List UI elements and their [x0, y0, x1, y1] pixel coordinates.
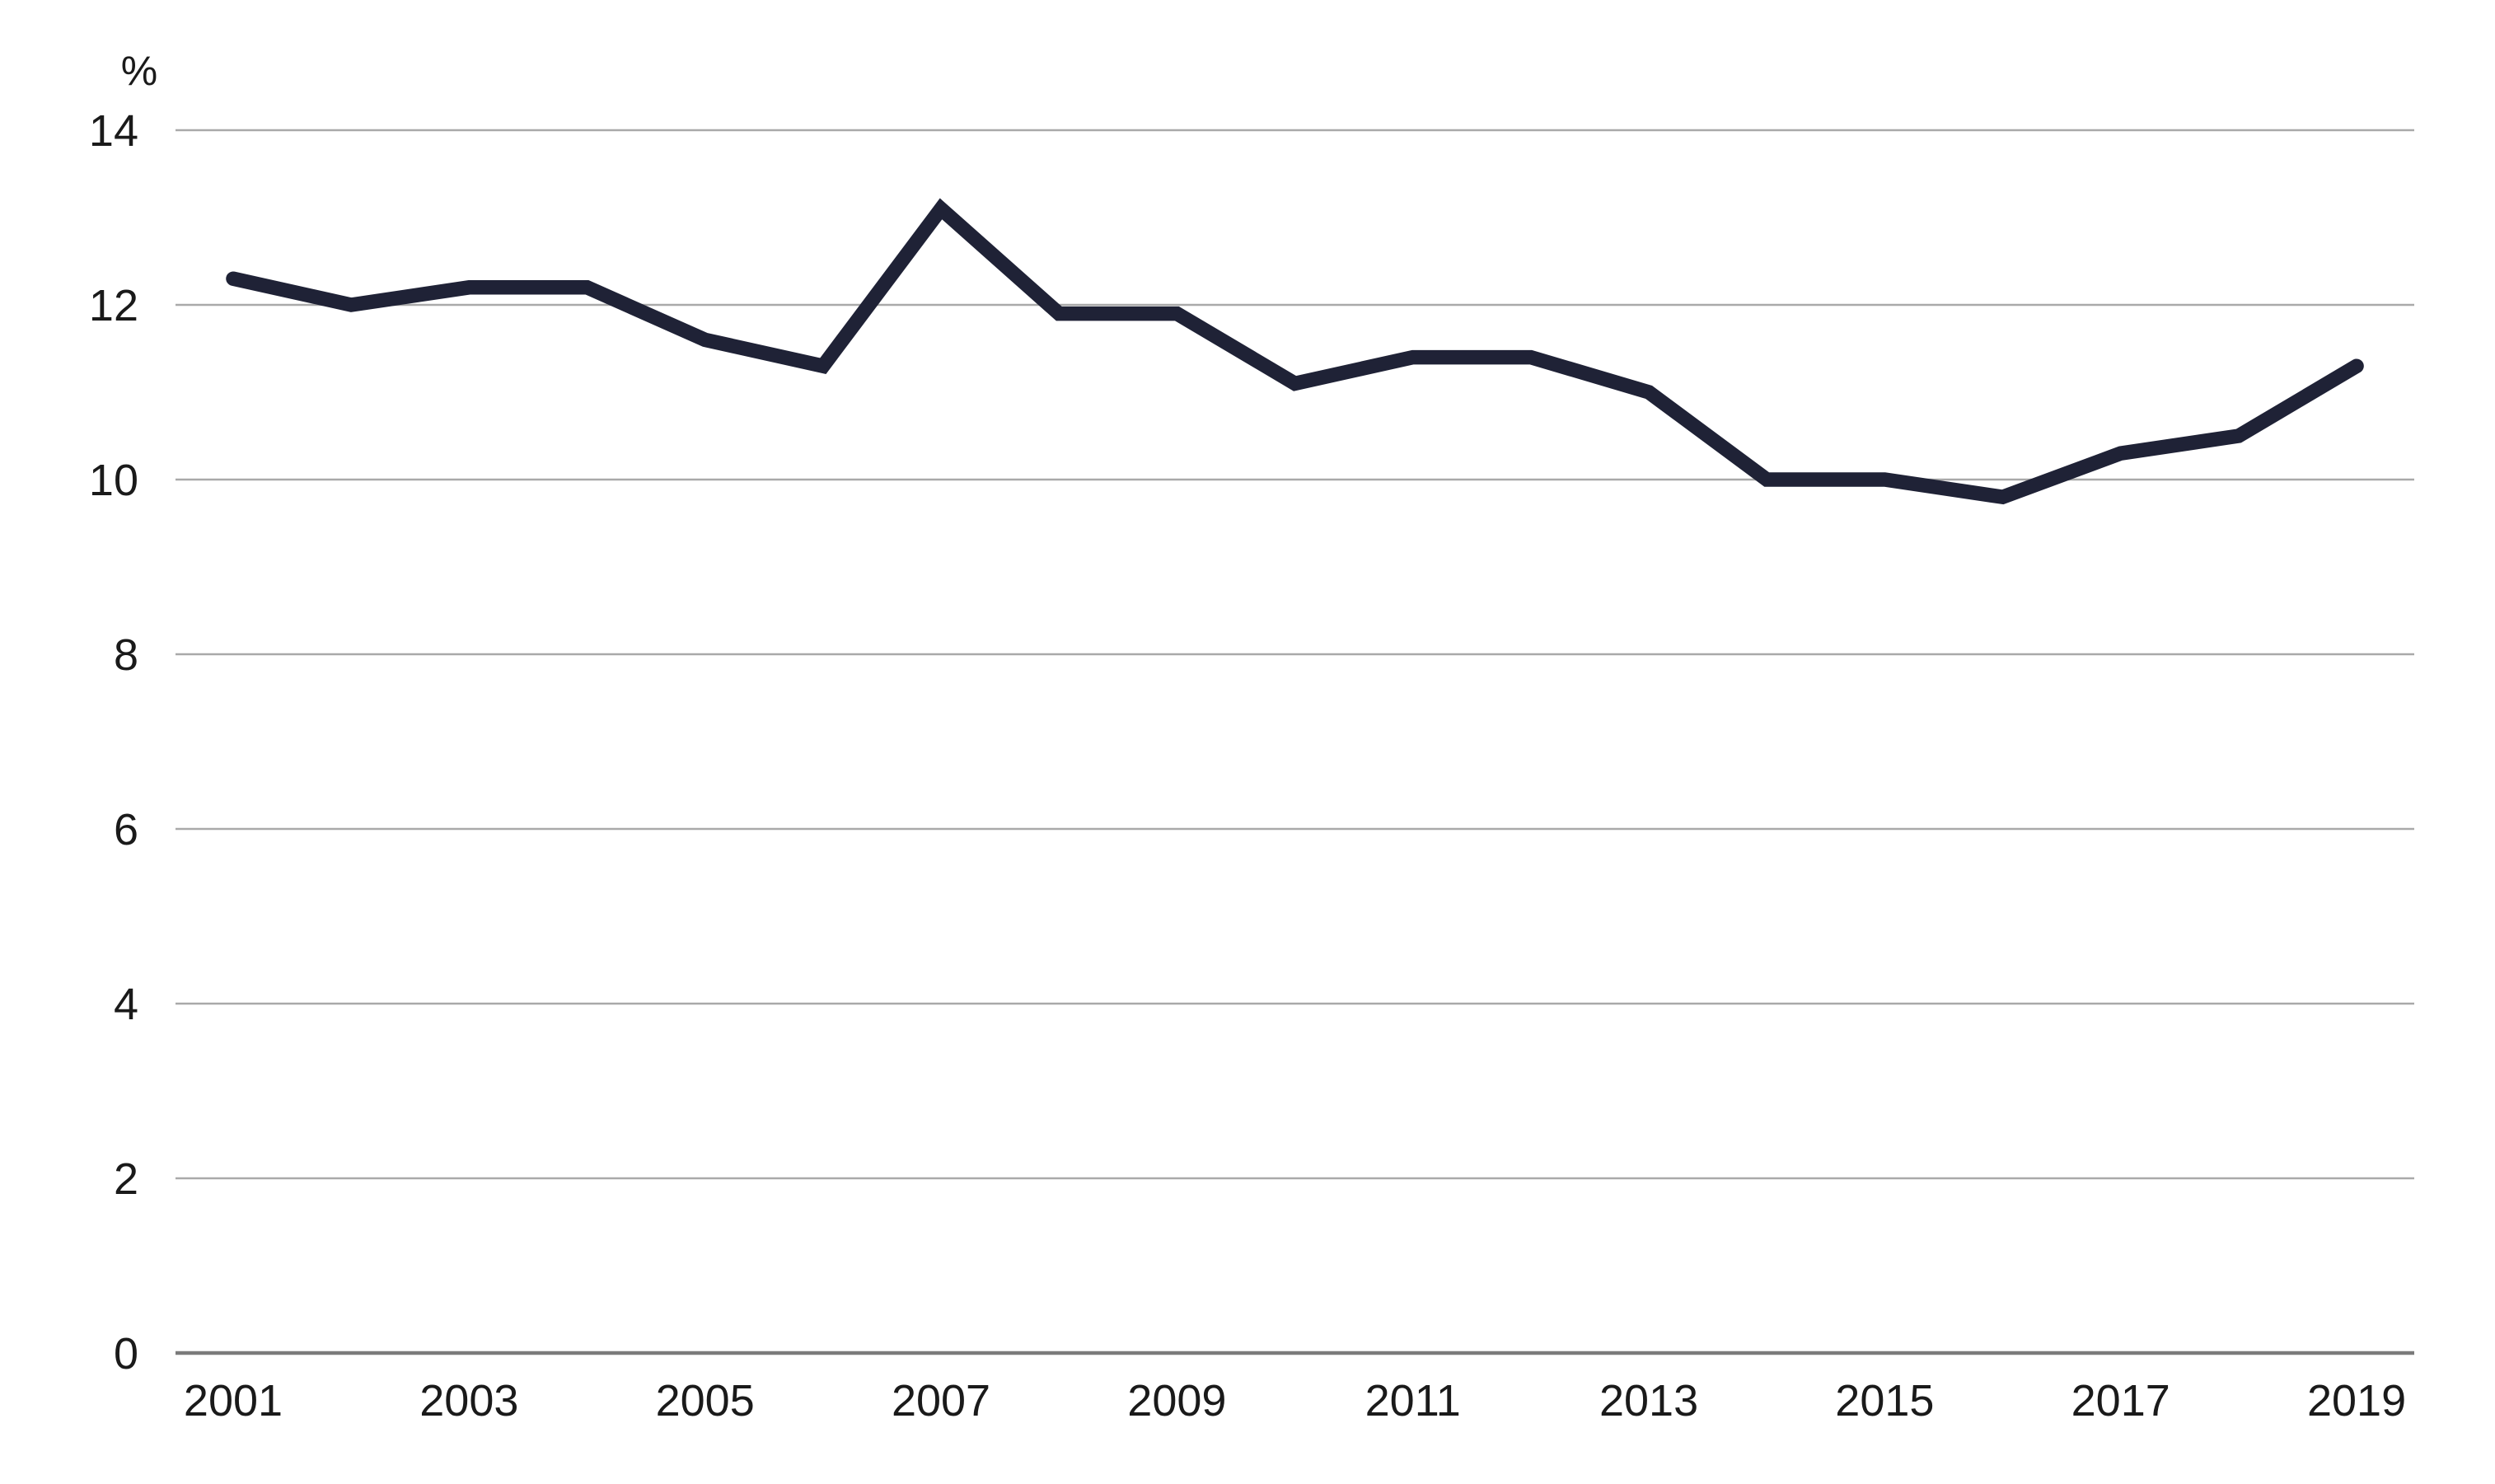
series-line	[226, 198, 2364, 505]
y-tick-label: 4	[114, 980, 138, 1029]
gridlines-group	[176, 129, 2414, 1355]
y-tick-label: 6	[114, 805, 138, 854]
y-tick-label: 14	[89, 106, 138, 156]
x-tick-label: 2009	[1127, 1376, 1226, 1425]
x-tick-label: 2011	[1365, 1376, 1461, 1425]
x-tick-label: 2003	[419, 1376, 518, 1425]
x-tick-label: 2007	[892, 1376, 990, 1425]
y-tick-label: 10	[89, 456, 138, 505]
y-tick-label: 12	[89, 281, 138, 330]
y-tick-label: 8	[114, 630, 138, 680]
x-tick-label: 2015	[1835, 1376, 1934, 1425]
x-axis-tick-labels: 2001 2003 2005 2007 2009 2011 2013 2015 2017 2019	[184, 1376, 2406, 1425]
x-tick-label: 2005	[656, 1376, 755, 1425]
y-tick-label: 0	[114, 1329, 138, 1379]
series-group	[226, 198, 2364, 505]
y-axis-tick-labels: 0 2 4 6 8 10 12 14	[89, 106, 138, 1379]
y-tick-label: 2	[114, 1154, 138, 1204]
y-axis-unit-label: %	[121, 48, 157, 94]
x-tick-label: 2019	[2307, 1376, 2406, 1425]
x-tick-label: 2001	[184, 1376, 283, 1425]
x-tick-label: 2013	[1599, 1376, 1698, 1425]
x-tick-label: 2017	[2071, 1376, 2170, 1425]
